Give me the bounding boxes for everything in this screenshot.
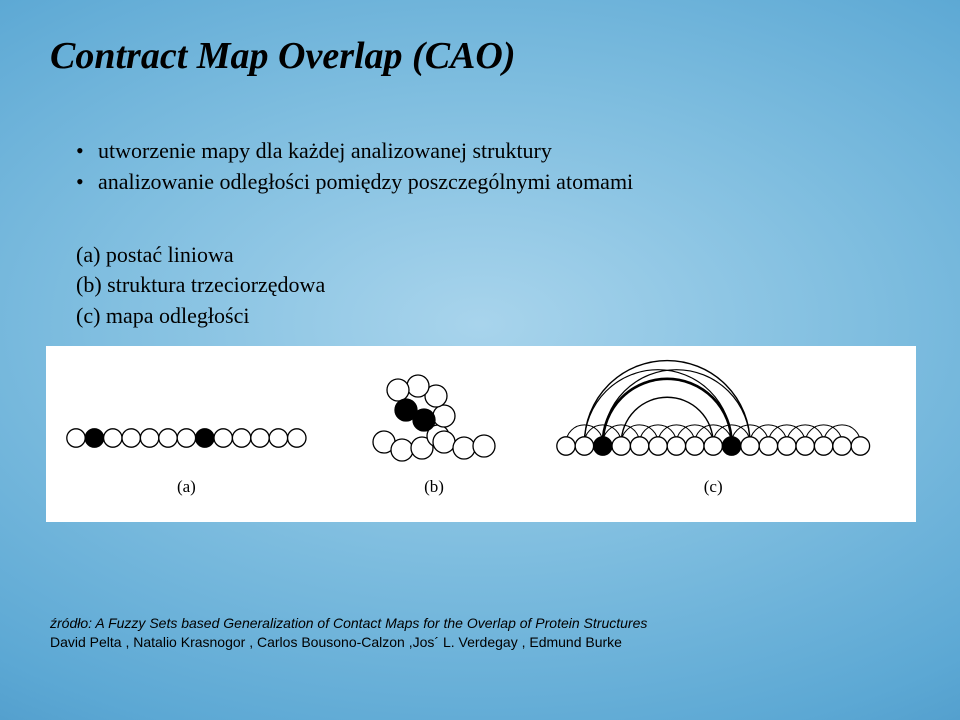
sublist-item: (a) postać liniowa	[76, 240, 910, 271]
sublist-item: (c) mapa odległości	[76, 301, 910, 332]
sublist-item: (b) struktura trzeciorzędowa	[76, 270, 910, 301]
svg-text:(b): (b)	[424, 477, 444, 496]
figure-panel: (a) (b) (c)	[46, 346, 916, 522]
credit-authors: David Pelta , Natalio Krasnogor , Carlos…	[50, 634, 622, 650]
bullet-item: utworzenie mapy dla każdej analizowanej …	[76, 136, 910, 167]
svg-text:(c): (c)	[704, 477, 723, 496]
credit-block: źródło: A Fuzzy Sets based Generalizatio…	[50, 614, 647, 652]
credit-prefix: źródło:	[50, 615, 95, 631]
bullet-item: analizowanie odległości pomiędzy poszcze…	[76, 167, 910, 198]
sublist: (a) postać liniowa (b) struktura trzecio…	[76, 240, 910, 332]
figure-svg: (a) (b) (c)	[46, 346, 916, 522]
bullet-list: utworzenie mapy dla każdej analizowanej …	[76, 136, 910, 198]
slide-title: Contract Map Overlap (CAO)	[50, 34, 910, 78]
svg-text:(a): (a)	[177, 477, 196, 496]
credit-title: A Fuzzy Sets based Generalization of Con…	[95, 615, 647, 631]
